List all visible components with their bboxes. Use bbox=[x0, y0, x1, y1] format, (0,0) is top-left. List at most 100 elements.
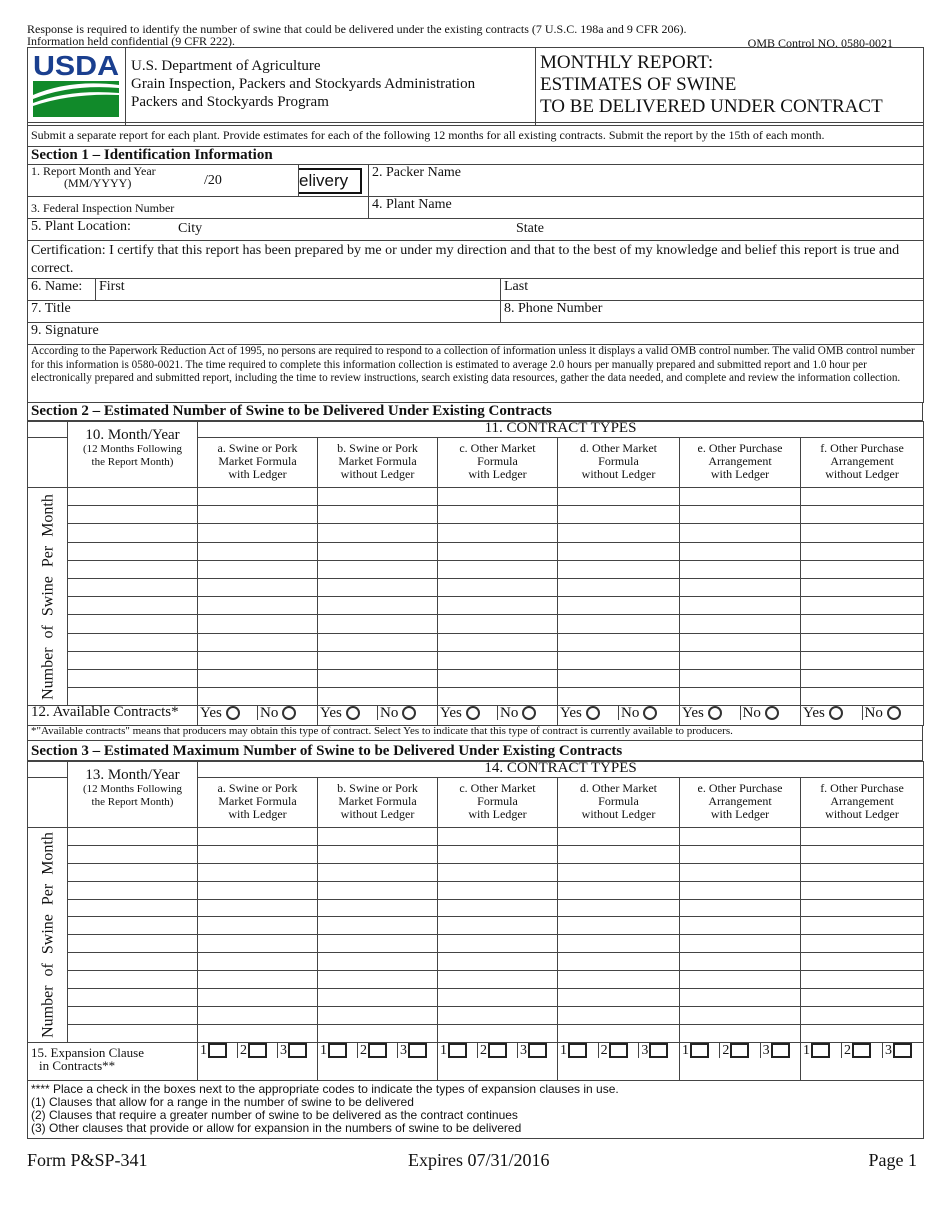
swine-count-input[interactable] bbox=[799, 505, 925, 525]
swine-count-input[interactable] bbox=[197, 844, 318, 864]
month-year-input[interactable] bbox=[67, 632, 198, 652]
swine-count-input[interactable] bbox=[557, 970, 680, 990]
checkbox[interactable] bbox=[528, 1043, 547, 1058]
swine-count-input[interactable] bbox=[799, 952, 925, 972]
swine-count-input[interactable] bbox=[557, 1005, 680, 1025]
swine-count-input[interactable] bbox=[437, 862, 558, 882]
checkbox[interactable] bbox=[568, 1043, 587, 1058]
swine-count-input[interactable] bbox=[557, 559, 680, 579]
swine-count-input[interactable] bbox=[317, 541, 438, 561]
swine-count-input[interactable] bbox=[679, 952, 801, 972]
expansion-code-option[interactable]: 1 bbox=[559, 1043, 598, 1058]
month-year-input[interactable] bbox=[67, 650, 198, 670]
month-year-input[interactable] bbox=[67, 668, 198, 689]
swine-count-input[interactable] bbox=[437, 650, 558, 670]
swine-count-input[interactable] bbox=[197, 970, 318, 990]
swine-count-input[interactable] bbox=[557, 596, 680, 616]
report-month-field[interactable]: 1. Report Month and Year (MM/YYYY) /20 bbox=[27, 164, 299, 197]
plant-name-field[interactable]: 4. Plant Name bbox=[368, 196, 924, 219]
checkbox[interactable] bbox=[690, 1043, 709, 1058]
last-name-field[interactable]: Last bbox=[500, 278, 924, 301]
swine-count-input[interactable] bbox=[317, 952, 438, 972]
swine-count-input[interactable] bbox=[557, 827, 680, 846]
checkbox[interactable] bbox=[770, 1043, 790, 1058]
swine-count-input[interactable] bbox=[557, 632, 680, 652]
swine-count-input[interactable] bbox=[197, 862, 318, 882]
checkbox[interactable] bbox=[730, 1043, 750, 1058]
expansion-code-option[interactable]: 2 bbox=[841, 1043, 882, 1058]
expansion-code-option[interactable]: 3 bbox=[397, 1043, 437, 1058]
checkbox[interactable] bbox=[248, 1043, 267, 1058]
yes-radio[interactable] bbox=[465, 706, 480, 721]
month-year-input[interactable] bbox=[67, 844, 198, 864]
month-year-input[interactable] bbox=[67, 614, 198, 634]
swine-count-input[interactable] bbox=[557, 687, 680, 707]
swine-count-input[interactable] bbox=[679, 898, 801, 918]
swine-count-input[interactable] bbox=[197, 668, 318, 689]
swine-count-input[interactable] bbox=[317, 505, 438, 525]
checkbox[interactable] bbox=[608, 1043, 628, 1058]
yes-option[interactable]: Yes bbox=[319, 706, 378, 721]
checkbox[interactable] bbox=[208, 1043, 227, 1058]
swine-count-input[interactable] bbox=[799, 577, 925, 598]
swine-count-input[interactable] bbox=[317, 614, 438, 634]
swine-count-input[interactable] bbox=[197, 952, 318, 972]
swine-count-input[interactable] bbox=[557, 505, 680, 525]
swine-count-input[interactable] bbox=[197, 988, 318, 1007]
no-option[interactable]: No bbox=[497, 706, 557, 721]
swine-count-input[interactable] bbox=[197, 827, 318, 846]
swine-count-input[interactable] bbox=[197, 632, 318, 652]
swine-count-input[interactable] bbox=[557, 577, 680, 598]
checkbox[interactable] bbox=[893, 1043, 912, 1058]
checkbox[interactable] bbox=[811, 1043, 830, 1058]
swine-count-input[interactable] bbox=[317, 844, 438, 864]
checkbox[interactable] bbox=[328, 1043, 347, 1058]
swine-count-input[interactable] bbox=[437, 559, 558, 579]
swine-count-input[interactable] bbox=[437, 668, 558, 689]
expansion-code-option[interactable]: 1 bbox=[802, 1043, 841, 1058]
swine-count-input[interactable] bbox=[197, 650, 318, 670]
swine-count-input[interactable] bbox=[437, 916, 558, 936]
yes-option[interactable]: Yes bbox=[439, 706, 498, 721]
month-year-input[interactable] bbox=[67, 1005, 198, 1025]
signature-field[interactable]: 9. Signature bbox=[27, 322, 924, 345]
swine-count-input[interactable] bbox=[679, 650, 801, 670]
swine-count-input[interactable] bbox=[437, 1023, 558, 1043]
phone-field[interactable]: 8. Phone Number bbox=[500, 300, 924, 323]
expansion-code-option[interactable]: 3 bbox=[517, 1043, 557, 1058]
swine-count-input[interactable] bbox=[197, 486, 318, 507]
swine-count-input[interactable] bbox=[317, 668, 438, 689]
swine-count-input[interactable] bbox=[437, 687, 558, 707]
packer-name-field[interactable]: 2. Packer Name bbox=[368, 164, 924, 197]
swine-count-input[interactable] bbox=[799, 844, 925, 864]
swine-count-input[interactable] bbox=[799, 596, 925, 616]
swine-count-input[interactable] bbox=[317, 1005, 438, 1025]
swine-count-input[interactable] bbox=[679, 988, 801, 1007]
swine-count-input[interactable] bbox=[197, 1023, 318, 1043]
swine-count-input[interactable] bbox=[437, 505, 558, 525]
swine-count-input[interactable] bbox=[799, 1023, 925, 1043]
checkbox[interactable] bbox=[649, 1043, 669, 1058]
swine-count-input[interactable] bbox=[317, 687, 438, 707]
swine-count-input[interactable] bbox=[799, 898, 925, 918]
swine-count-input[interactable] bbox=[679, 827, 801, 846]
swine-count-input[interactable] bbox=[799, 668, 925, 689]
swine-count-input[interactable] bbox=[317, 523, 438, 543]
expansion-code-option[interactable]: 1 bbox=[319, 1043, 358, 1058]
swine-count-input[interactable] bbox=[557, 668, 680, 689]
swine-count-input[interactable] bbox=[557, 988, 680, 1007]
swine-count-input[interactable] bbox=[437, 596, 558, 616]
no-option[interactable]: No bbox=[257, 706, 317, 721]
swine-count-input[interactable] bbox=[799, 486, 925, 507]
swine-count-input[interactable] bbox=[799, 687, 925, 707]
swine-count-input[interactable] bbox=[317, 988, 438, 1007]
swine-count-input[interactable] bbox=[679, 934, 801, 954]
no-option[interactable]: No bbox=[377, 706, 437, 721]
swine-count-input[interactable] bbox=[197, 898, 318, 918]
swine-count-input[interactable] bbox=[197, 614, 318, 634]
delivery-input[interactable]: elivery bbox=[299, 168, 362, 194]
expansion-code-option[interactable]: 3 bbox=[638, 1043, 678, 1058]
swine-count-input[interactable] bbox=[437, 988, 558, 1007]
swine-count-input[interactable] bbox=[437, 934, 558, 954]
swine-count-input[interactable] bbox=[799, 827, 925, 846]
